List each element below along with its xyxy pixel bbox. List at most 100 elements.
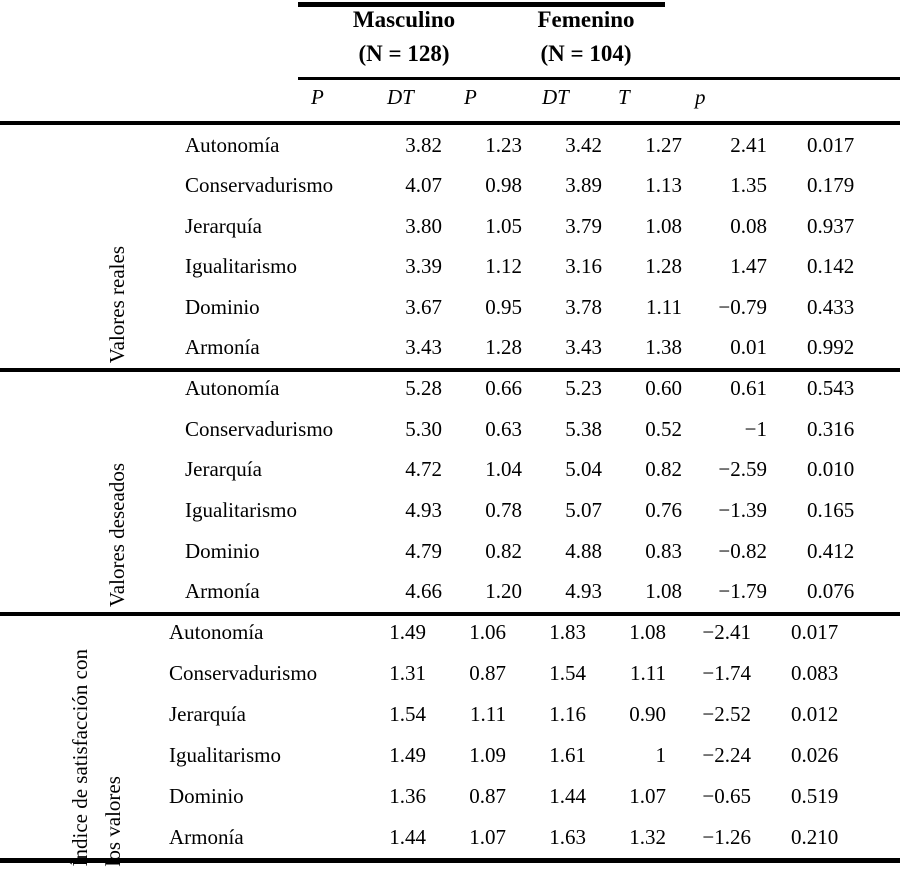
cell-fem-p: 5.04: [565, 457, 602, 482]
cell-masc-dt: 0.63: [485, 416, 522, 441]
cell-fem-dt: 0.76: [645, 497, 682, 522]
cell-fem-p: 4.93: [565, 579, 602, 604]
cell-fem-dt: 0.60: [645, 375, 682, 400]
table-row: Dominio 1.36 0.87 1.44 1.07 −0.65 0.519: [166, 776, 900, 817]
cell-masc-p: 3.39: [405, 254, 442, 279]
cell-t: −0.82: [718, 538, 767, 563]
group-n-femenino: (N = 104): [540, 41, 632, 66]
row-label: Conservadurismo: [169, 661, 318, 685]
cell-masc-p: 3.80: [405, 213, 442, 238]
section-valores-deseados: Valores deseados Autonomía 5.28 0.66 5.2…: [0, 368, 900, 612]
section-label: Valores reales: [105, 245, 129, 363]
cell-t: −2.24: [702, 743, 751, 767]
cell-fem-dt: 1: [655, 743, 667, 767]
cell-masc-p: 3.67: [405, 294, 442, 319]
row-label: Jerarquía: [185, 457, 262, 482]
row-label: Igualitarismo: [185, 497, 297, 522]
cell-p: 0.076: [807, 579, 855, 604]
cell-masc-dt: 1.28: [485, 335, 522, 360]
cell-t: −1.79: [718, 579, 767, 604]
cell-fem-dt: 1.28: [645, 254, 682, 279]
section-label: Valores deseados: [105, 462, 129, 607]
cell-t: −0.65: [702, 784, 751, 808]
cell-t: −0.79: [718, 294, 767, 319]
cell-t: 2.41: [730, 132, 767, 157]
row-label: Dominio: [185, 538, 260, 563]
table-row: Armonía 4.66 1.20 4.93 1.08 −1.79 0.076: [182, 571, 900, 612]
cell-t: −1.39: [718, 497, 767, 522]
cell-masc-p: 4.79: [405, 538, 442, 563]
table-row: Jerarquía 4.72 1.04 5.04 0.82 −2.59 0.01…: [182, 449, 900, 490]
cell-p: 0.210: [791, 825, 839, 849]
cell-masc-p: 1.44: [389, 825, 426, 849]
table-row: Dominio 3.67 0.95 3.78 1.11 −0.79 0.433: [182, 287, 900, 328]
cell-fem-dt: 1.08: [645, 579, 682, 604]
cell-fem-p: 3.78: [565, 294, 602, 319]
cell-masc-p: 4.07: [405, 173, 442, 198]
cell-masc-dt: 0.66: [485, 375, 522, 400]
cell-t: 1.47: [730, 254, 767, 279]
cell-t: −2.59: [718, 457, 767, 482]
cell-t: −1.74: [702, 661, 751, 685]
cell-p: 0.165: [807, 497, 855, 522]
section-label-cell: Valores reales: [0, 125, 182, 368]
row-label: Dominio: [169, 784, 244, 808]
table-row: Armonía 3.43 1.28 3.43 1.38 0.01 0.992: [182, 328, 900, 369]
row-label: Autonomía: [185, 132, 280, 157]
section-valores-reales: Valores reales Autonomía 3.82 1.23 3.42 …: [0, 125, 900, 368]
section-rows: Autonomía 1.49 1.06 1.83 1.08 −2.41 0.01…: [166, 612, 900, 858]
cell-t: −1: [744, 416, 767, 441]
cell-p: 0.519: [791, 784, 839, 808]
cell-t: −1.26: [702, 825, 751, 849]
cell-fem-dt: 1.11: [646, 294, 682, 319]
column-header-fem-dt: DT: [542, 85, 569, 109]
section-rows: Autonomía 3.82 1.23 3.42 1.27 2.41 0.017…: [182, 125, 900, 368]
table-row: Autonomía 3.82 1.23 3.42 1.27 2.41 0.017: [182, 125, 900, 166]
cell-masc-p: 3.43: [405, 335, 442, 360]
cell-masc-dt: 1.12: [485, 254, 522, 279]
cell-fem-dt: 1.08: [645, 213, 682, 238]
table-rule-under-groups: [298, 77, 900, 80]
group-header-femenino: Femenino: [537, 7, 635, 32]
cell-masc-dt: 1.07: [469, 825, 506, 849]
table-row: Igualitarismo 3.39 1.12 3.16 1.28 1.47 0…: [182, 247, 900, 288]
cell-masc-dt: 0.82: [485, 538, 522, 563]
cell-t: 0.01: [730, 335, 767, 360]
cell-t: 1.35: [730, 173, 767, 198]
cell-t: 0.61: [730, 375, 767, 400]
cell-masc-dt: 1.11: [470, 702, 506, 726]
cell-fem-p: 3.43: [565, 335, 602, 360]
section-label-cell: Índice de satisfacción con los valores: [0, 612, 166, 867]
cell-p: 0.992: [807, 335, 855, 360]
table-row: Jerarquía 1.54 1.11 1.16 0.90 −2.52 0.01…: [166, 694, 900, 735]
table-row: Armonía 1.44 1.07 1.63 1.32 −1.26 0.210: [166, 817, 900, 858]
section-label-cell: Valores deseados: [0, 368, 182, 612]
column-header-masc-p: P: [311, 85, 324, 109]
cell-p: 0.012: [791, 702, 839, 726]
cell-fem-dt: 1.13: [645, 173, 682, 198]
cell-fem-dt: 0.83: [645, 538, 682, 563]
row-label: Armonía: [185, 579, 260, 604]
cell-fem-dt: 1.07: [629, 784, 666, 808]
cell-masc-p: 1.49: [389, 620, 426, 644]
group-n-masculino: (N = 128): [358, 41, 450, 66]
cell-masc-p: 4.72: [405, 457, 442, 482]
row-label: Conservadurismo: [185, 173, 334, 198]
cell-p: 0.543: [807, 375, 855, 400]
cell-masc-dt: 1.06: [469, 620, 506, 644]
table-rule-under-column-headers: [0, 121, 900, 125]
cell-fem-p: 5.07: [565, 497, 602, 522]
cell-masc-dt: 1.04: [485, 457, 522, 482]
column-header-fem-p: P: [464, 85, 477, 109]
cell-masc-dt: 0.95: [485, 294, 522, 319]
column-header-masc-dt: DT: [387, 85, 414, 109]
row-label: Dominio: [185, 294, 260, 319]
cell-masc-dt: 0.98: [485, 173, 522, 198]
cell-fem-dt: 1.11: [630, 661, 666, 685]
cell-masc-dt: 1.20: [485, 579, 522, 604]
cell-masc-p: 5.30: [405, 416, 442, 441]
cell-p: 0.433: [807, 294, 855, 319]
cell-p: 0.010: [807, 457, 855, 482]
cell-fem-p: 5.38: [565, 416, 602, 441]
